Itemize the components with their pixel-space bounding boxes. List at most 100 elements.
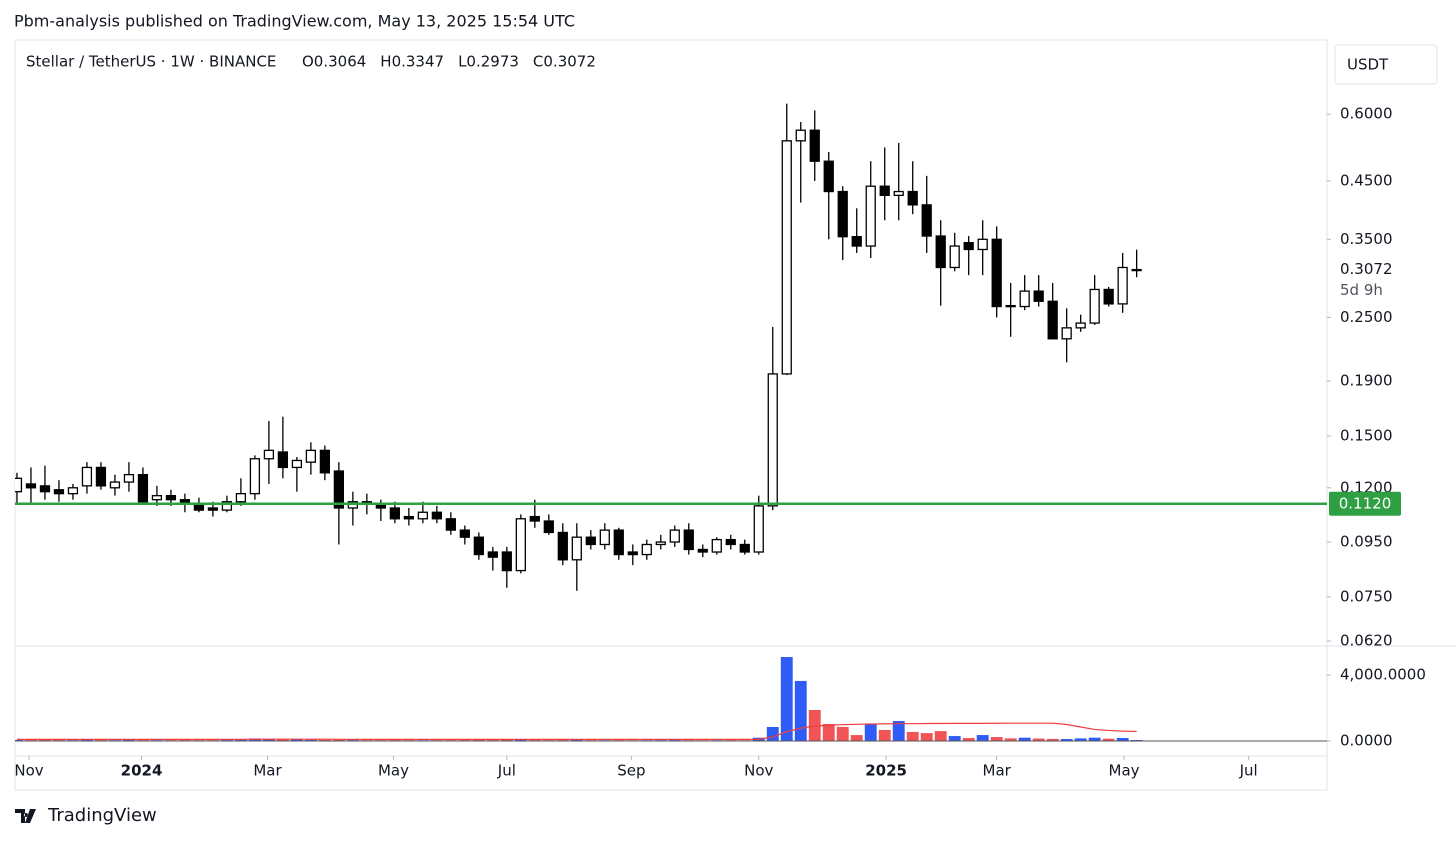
- candle-body: [1005, 305, 1016, 308]
- candle-body: [473, 536, 484, 556]
- candle-body: [445, 518, 456, 531]
- candle-body: [935, 235, 946, 269]
- candle-body: [851, 236, 862, 247]
- candle-body: [165, 495, 177, 501]
- candle-body: [557, 531, 568, 561]
- candle-body: [781, 140, 792, 375]
- candle-body: [81, 466, 93, 487]
- volume-bar: [514, 739, 527, 741]
- x-tick-label: May: [378, 762, 409, 780]
- countdown: 5d 9h: [1340, 281, 1383, 299]
- candle-body: [151, 495, 163, 501]
- y-tick-label: 0.1200: [1340, 478, 1393, 496]
- x-tick-label: Sep: [617, 762, 645, 780]
- candle-body: [795, 129, 806, 142]
- x-tick-label: 2024: [121, 762, 163, 780]
- candle-body: [599, 529, 610, 546]
- candle-body: [501, 551, 512, 572]
- candle-body: [15, 477, 23, 493]
- volume-bar: [780, 657, 793, 741]
- candle-body: [963, 242, 974, 251]
- candle-body: [837, 190, 848, 238]
- candle-body: [263, 449, 275, 460]
- footer-brand: TradingView: [47, 805, 157, 826]
- volume-bar: [1004, 738, 1017, 741]
- candle-body: [389, 507, 400, 520]
- candle-body: [865, 185, 876, 247]
- candle-body: [207, 507, 219, 511]
- plot: [15, 103, 1143, 741]
- candle-body: [123, 473, 135, 483]
- candle-body: [1089, 288, 1100, 324]
- candle-body: [627, 551, 638, 556]
- currency[interactable]: USDT: [1347, 56, 1389, 74]
- volume-bar: [766, 726, 779, 741]
- candle-body: [221, 501, 233, 511]
- y-tick-label: 0.6000: [1340, 105, 1393, 123]
- candle-body: [921, 204, 932, 237]
- volume-bar: [822, 724, 835, 741]
- volume-ma: [16, 722, 1137, 740]
- candle-body: [697, 548, 708, 553]
- x-tick-label: 2025: [865, 762, 907, 780]
- y-tick-label: 0.3500: [1340, 230, 1393, 248]
- volume-bar: [1116, 738, 1129, 741]
- candle-body: [333, 470, 344, 509]
- candle-body: [641, 543, 652, 556]
- candle-body: [291, 459, 303, 469]
- legend-ohlc-value: O0.3064: [302, 53, 366, 71]
- volume-bar: [934, 731, 947, 741]
- candle-body: [319, 449, 331, 474]
- currency-box[interactable]: [1334, 44, 1438, 85]
- x-tick-label: Nov: [744, 762, 773, 780]
- candle-body: [305, 449, 317, 463]
- candle-body: [683, 529, 694, 551]
- level-badge: [1329, 491, 1401, 516]
- candle-body: [949, 245, 960, 269]
- volume-y-tick-label: 4,000.0000: [1340, 666, 1426, 684]
- plot-frame: [14, 39, 1328, 791]
- candle-body: [977, 238, 988, 251]
- candle-body: [893, 190, 904, 196]
- volume-bar: [850, 735, 863, 741]
- candle-body: [753, 505, 764, 553]
- legend-ohlc-value: C0.3072: [533, 53, 596, 71]
- volume-bar: [1046, 738, 1059, 741]
- candle-body: [907, 190, 918, 206]
- candle-body: [67, 487, 79, 495]
- y-tick-label: 0.0620: [1340, 632, 1393, 650]
- legend-symbol: Stellar / TetherUS · 1W · BINANCE: [26, 53, 276, 71]
- candle-body: [809, 129, 820, 162]
- volume-bar: [1032, 738, 1045, 741]
- candle-body: [459, 529, 470, 538]
- candle-body: [879, 185, 890, 196]
- volume-bar: [878, 729, 891, 741]
- volume-bar: [332, 739, 345, 741]
- candle-body: [613, 529, 624, 556]
- candle-body: [1061, 327, 1072, 340]
- candle-body: [25, 483, 37, 489]
- candle-body: [823, 160, 834, 193]
- x-tick-label: Jul: [1239, 762, 1258, 780]
- candle-body: [991, 238, 1002, 308]
- volume-bar: [892, 721, 905, 741]
- legend-ohlc-value: L0.2973: [458, 53, 519, 71]
- y-tick-label: 0.2500: [1340, 308, 1393, 326]
- candle-body: [1019, 290, 1030, 308]
- y-tick-label: 0.1500: [1340, 426, 1393, 444]
- volume-bar: [276, 739, 289, 741]
- x-tick-label: Nov: [14, 762, 43, 780]
- x-tick-label: Mar: [253, 762, 282, 780]
- volume-bar: [962, 738, 975, 741]
- volume-bar: [920, 733, 933, 741]
- candle-body: [669, 529, 680, 543]
- candle-body: [53, 489, 65, 495]
- candle-body: [431, 511, 442, 520]
- y-tick-label: 0.0750: [1340, 587, 1393, 605]
- candle-body: [515, 518, 526, 572]
- candle-body: [1117, 266, 1128, 305]
- volume-bar: [808, 709, 821, 741]
- candle-body: [277, 451, 289, 469]
- candle-body: [417, 511, 428, 520]
